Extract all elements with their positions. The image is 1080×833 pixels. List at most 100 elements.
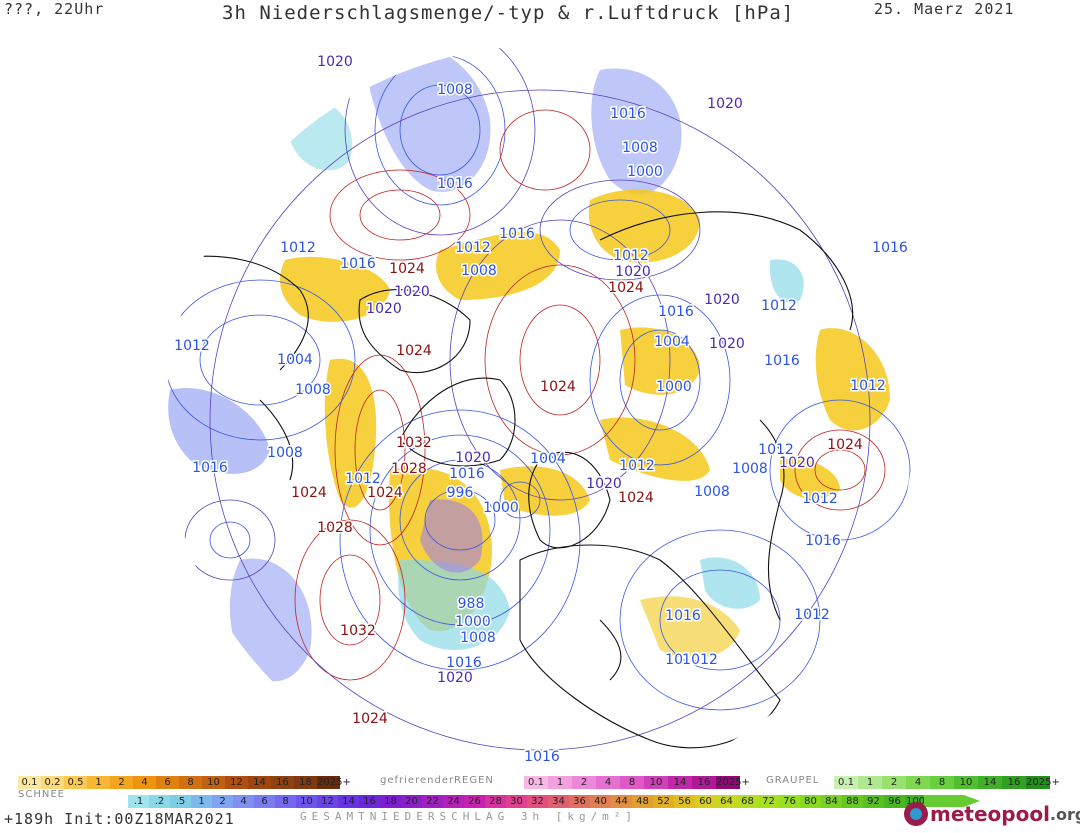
isobar-label: 1020 bbox=[394, 284, 430, 300]
isobar-label: 1012 bbox=[665, 652, 701, 668]
isobar-label: 1004 bbox=[530, 451, 566, 467]
isobar-label: 1000 bbox=[627, 164, 663, 180]
legend-cell: 0.5 bbox=[64, 776, 87, 789]
legend-cell: 8 bbox=[620, 776, 644, 789]
isobar-label: 1012 bbox=[802, 491, 838, 507]
isobar-label: 1004 bbox=[654, 334, 690, 350]
freezing-rain-label: gefrierenderREGEN bbox=[380, 775, 494, 786]
legend-cell: 2 bbox=[212, 795, 233, 808]
legend-cell: 30 bbox=[506, 795, 527, 808]
isobar-label: 1012 bbox=[280, 240, 316, 256]
isobar-label: 1016 bbox=[610, 106, 646, 122]
freezing-rain-scale: 0.1 1 2 4 8 10 14 16 2025+ bbox=[524, 776, 750, 789]
legend-cell: 14 bbox=[668, 776, 692, 789]
isobar-label: 1008 bbox=[622, 140, 658, 156]
logo-icon bbox=[904, 802, 928, 826]
legend-cell: 16 bbox=[359, 795, 380, 808]
isobar-label: 1016 bbox=[449, 466, 485, 482]
isobar-label: 1008 bbox=[437, 82, 473, 98]
isobar-label: 1020 bbox=[366, 301, 402, 317]
legend-cell: 4 bbox=[233, 795, 254, 808]
legend-cell: 2025+ bbox=[317, 776, 351, 789]
map-title: 3h Niederschlagsmenge/-typ & r.Luftdruck… bbox=[222, 2, 795, 24]
isobar-label: 988 bbox=[458, 596, 485, 612]
legend-cell: 18 bbox=[294, 776, 317, 789]
legend-cell: 14 bbox=[248, 776, 271, 789]
legend-cell: 1 bbox=[87, 776, 110, 789]
isobar-label: 1008 bbox=[694, 484, 730, 500]
isobar-label: 1028 bbox=[391, 461, 427, 477]
legend-cell: 2 bbox=[882, 776, 906, 789]
legend-cell: 68 bbox=[737, 795, 758, 808]
isobar-label: 1012 bbox=[174, 338, 210, 354]
legend-cell: 28 bbox=[485, 795, 506, 808]
legend-cell: 6 bbox=[254, 795, 275, 808]
isobar-label: 1008 bbox=[267, 445, 303, 461]
isobar-label: 1016 bbox=[340, 256, 376, 272]
isobar-label: 1028 bbox=[317, 520, 353, 536]
isobar-label: 1020 bbox=[709, 336, 745, 352]
legend-cell: 2 bbox=[572, 776, 596, 789]
isobar-label: 1020 bbox=[707, 96, 743, 112]
legend-cell: 0.1 bbox=[18, 776, 41, 789]
isobar-label: 1024 bbox=[608, 280, 644, 296]
isobar-label: 1016 bbox=[437, 176, 473, 192]
isobar-label: 1016 bbox=[658, 304, 694, 320]
isobar-label: 1024 bbox=[367, 485, 403, 501]
legend-cell: 64 bbox=[716, 795, 737, 808]
isobar-label: 1020 bbox=[455, 450, 491, 466]
legend-cell: 0.1 bbox=[524, 776, 548, 789]
coastlines bbox=[169, 211, 854, 749]
meteopool-logo[interactable]: meteopool .org bbox=[902, 800, 1080, 828]
isobar-label: 1016 bbox=[499, 226, 535, 242]
legend-cell: 32 bbox=[527, 795, 548, 808]
legend-cell: 16 bbox=[692, 776, 716, 789]
legend-cell: 10 bbox=[202, 776, 225, 789]
isobar-label: 1012 bbox=[613, 248, 649, 264]
isobar-label: 1016 bbox=[446, 655, 482, 671]
legend-cell: 1 bbox=[548, 776, 572, 789]
graupel-label: GRAUPEL bbox=[766, 775, 820, 786]
legend-cell: 8 bbox=[930, 776, 954, 789]
logo-tld: .org bbox=[1049, 804, 1080, 824]
isobar-label: 1016 bbox=[665, 608, 701, 624]
isobar-label: 1008 bbox=[461, 263, 497, 279]
legend-cell: 72 bbox=[758, 795, 779, 808]
isobar-label: 1012 bbox=[345, 471, 381, 487]
legend-cell: 24 bbox=[443, 795, 464, 808]
isobar-label: 1020 bbox=[779, 455, 815, 471]
legend-cell: 60 bbox=[695, 795, 716, 808]
legend-cell: .1 bbox=[128, 795, 149, 808]
isobar-label: 1008 bbox=[295, 382, 331, 398]
legend-cell: 88 bbox=[842, 795, 863, 808]
polar-map: 1020100810161016102010081000101210161016… bbox=[164, 44, 916, 790]
isobar-label: 1008 bbox=[460, 630, 496, 646]
isobar-label: 1000 bbox=[455, 614, 491, 630]
isobar-label: 1012 bbox=[758, 442, 794, 458]
legend-cell: 56 bbox=[674, 795, 695, 808]
legend-cell: 0.1 bbox=[834, 776, 858, 789]
isobar-label: 1012 bbox=[619, 458, 655, 474]
map-border bbox=[164, 44, 916, 790]
legend-cell: 22 bbox=[422, 795, 443, 808]
legend-cell: 2 bbox=[110, 776, 133, 789]
legend-cell: 16 bbox=[1002, 776, 1026, 789]
legend-cell: .5 bbox=[170, 795, 191, 808]
isobar-label: 1032 bbox=[396, 435, 432, 451]
legend-cell: 6 bbox=[156, 776, 179, 789]
isobar-label: 1024 bbox=[396, 343, 432, 359]
legend-cell: 0.2 bbox=[41, 776, 64, 789]
legend-cell: .2 bbox=[149, 795, 170, 808]
isobar-label: 1020 bbox=[437, 670, 473, 686]
forecast-date: 25. Maerz 2021 bbox=[874, 0, 1015, 18]
isobar-label: 1032 bbox=[340, 623, 376, 639]
legend-cell: 76 bbox=[779, 795, 800, 808]
isobar-label: 1020 bbox=[317, 54, 353, 70]
isobar-label: 1008 bbox=[732, 461, 768, 477]
isobars bbox=[165, 45, 911, 751]
legend-cell: 1 bbox=[191, 795, 212, 808]
logo-text: meteopool bbox=[930, 802, 1050, 826]
legend-cell: 10 bbox=[296, 795, 317, 808]
legend-cell: 92 bbox=[863, 795, 884, 808]
legend-cell: 10 bbox=[644, 776, 668, 789]
